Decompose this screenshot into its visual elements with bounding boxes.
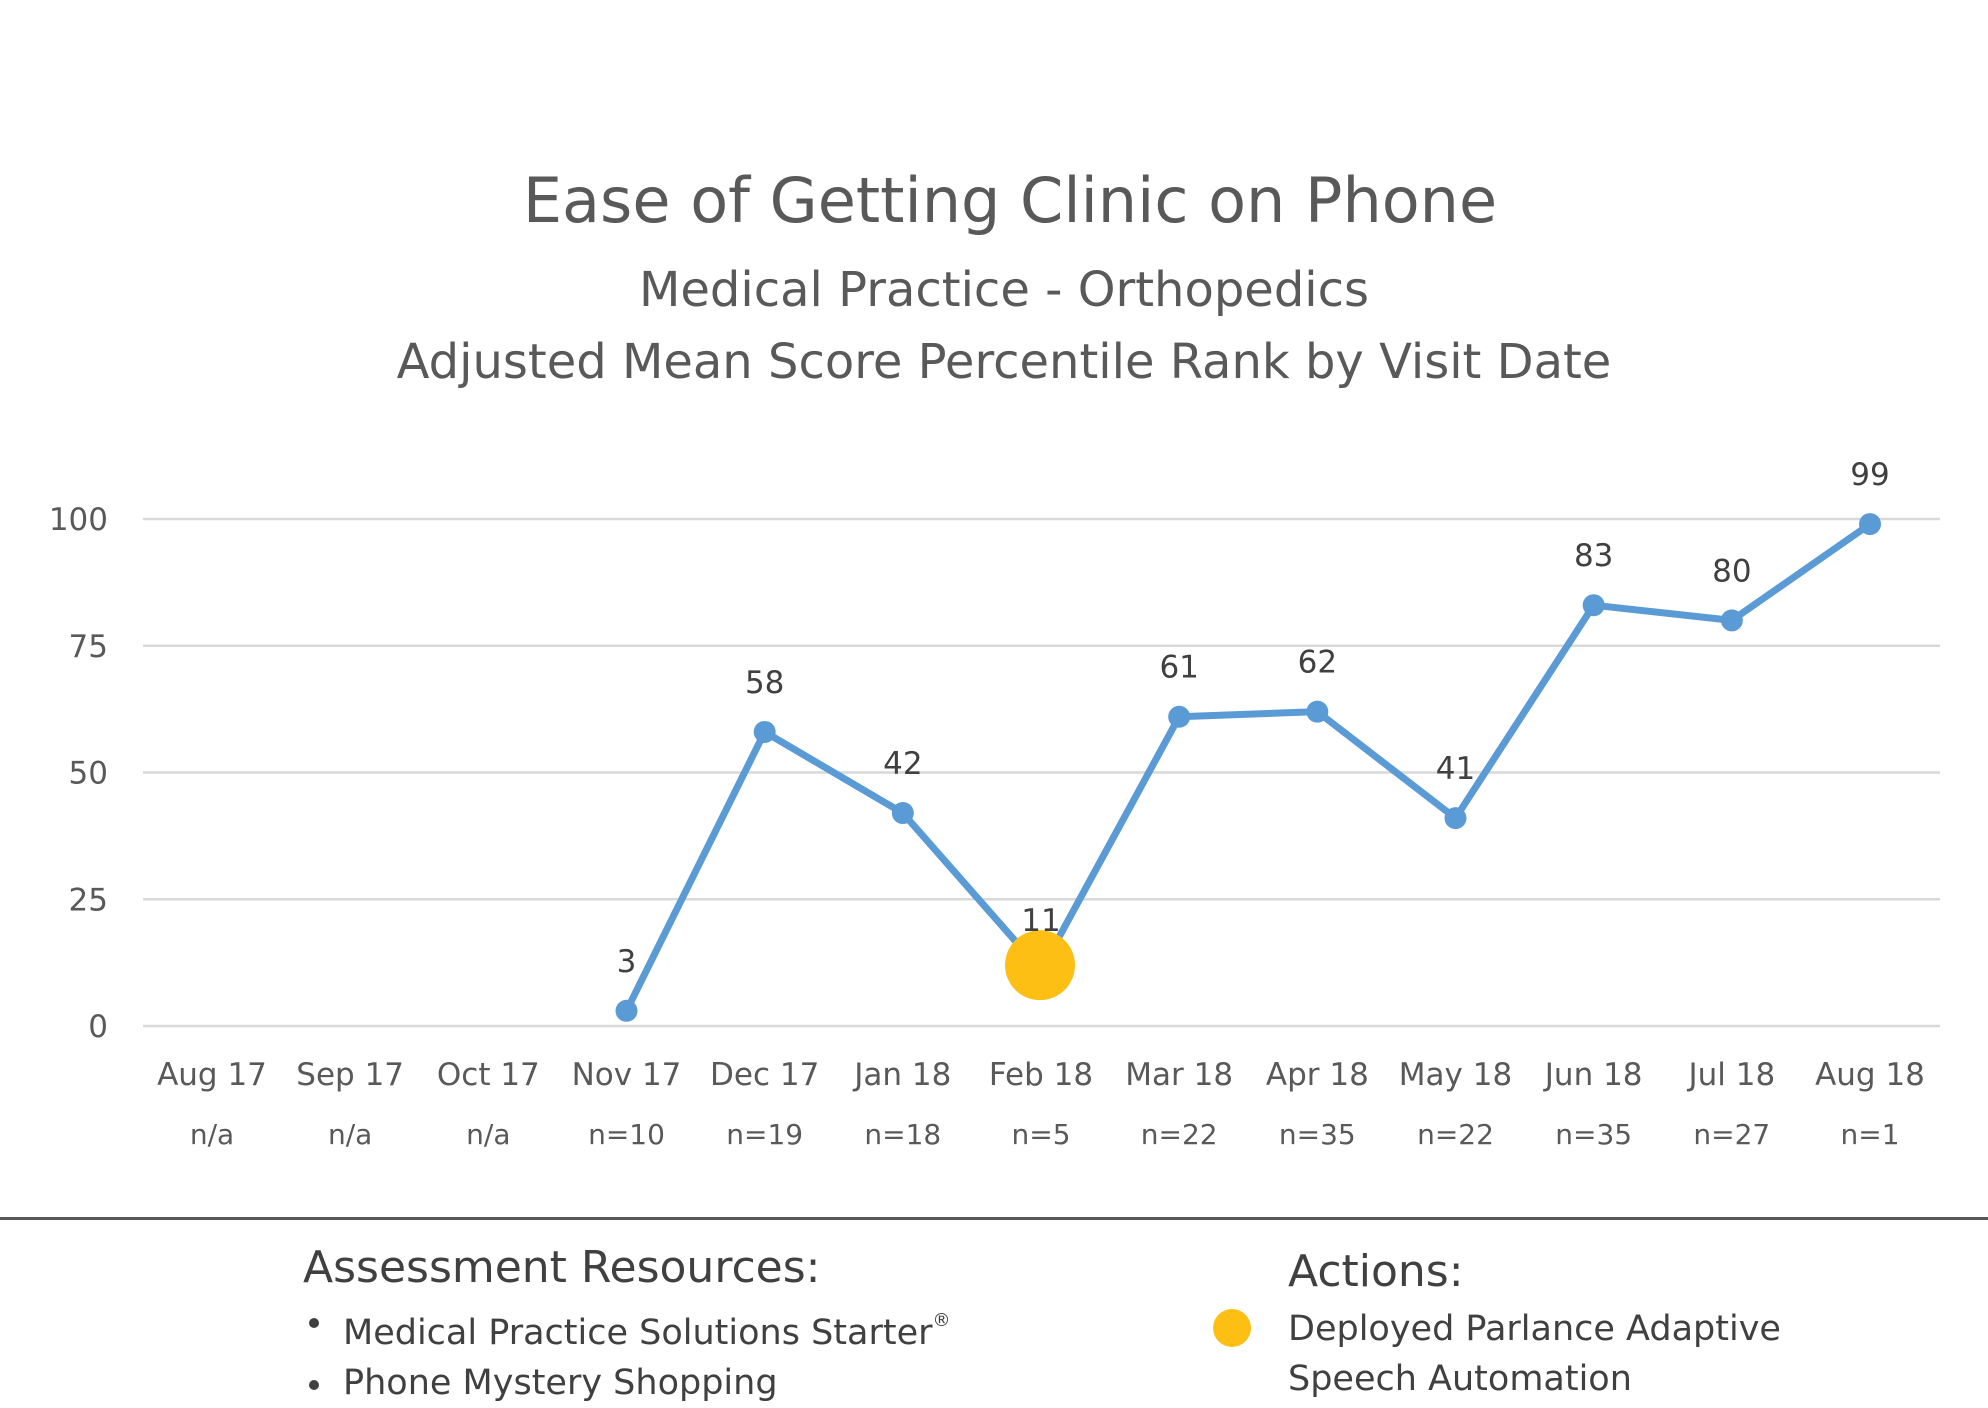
data-point <box>1306 700 1329 723</box>
data-point <box>1168 705 1191 728</box>
data-label: 3 <box>617 944 637 980</box>
data-label: 99 <box>1850 457 1889 493</box>
sample-size-label: n/a <box>466 1118 510 1151</box>
action-line: Deployed Parlance Adaptive <box>1288 1309 1781 1349</box>
action-line: Speech Automation <box>1288 1359 1632 1399</box>
data-point <box>1582 594 1605 617</box>
assessment-resource-item: Phone Mystery Shopping <box>303 1358 951 1408</box>
x-tick-label: May 18 <box>1399 1057 1512 1093</box>
x-tick-label: Mar 18 <box>1125 1057 1233 1093</box>
assessment-resource-item: Medical Practice Solutions Starter® <box>303 1296 951 1358</box>
assessment-resource-label: Medical Practice Solutions Starter <box>343 1313 933 1353</box>
sample-size-label: n=22 <box>1141 1118 1218 1151</box>
data-label: 41 <box>1436 751 1475 787</box>
bullet-icon <box>309 1380 319 1390</box>
sample-size-label: n=35 <box>1279 1118 1356 1151</box>
assessment-resources-list: Medical Practice Solutions Starter® Phon… <box>303 1296 951 1408</box>
data-label: 58 <box>745 665 784 701</box>
y-tick-label: 50 <box>69 756 108 792</box>
data-label: 80 <box>1712 553 1751 589</box>
data-label: 11 <box>1021 903 1060 939</box>
assessment-resource-label: Phone Mystery Shopping <box>343 1363 778 1403</box>
sample-size-label: n=10 <box>588 1118 665 1151</box>
action-marker <box>1005 930 1075 1001</box>
series-line <box>623 520 1874 1015</box>
actions-heading: Actions: <box>1288 1246 1464 1297</box>
sample-size-label: n=5 <box>1011 1118 1070 1151</box>
sample-size-label: n=18 <box>864 1118 941 1151</box>
data-point <box>1720 609 1743 632</box>
x-tick-label: Apr 18 <box>1266 1057 1369 1093</box>
sample-size-label: n=19 <box>726 1118 803 1151</box>
assessment-resources-panel: Assessment Resources: Medical Practice S… <box>303 1240 951 1408</box>
assessment-resources-heading: Assessment Resources: <box>303 1242 821 1293</box>
x-tick-label: Feb 18 <box>989 1057 1093 1093</box>
y-tick-label: 25 <box>69 882 108 918</box>
x-tick-label: Nov 17 <box>572 1057 682 1093</box>
footer-divider <box>0 1217 1988 1220</box>
x-tick-label: Sep 17 <box>296 1057 404 1093</box>
data-point <box>753 720 776 743</box>
y-tick-label: 100 <box>49 502 108 538</box>
data-label: 61 <box>1159 650 1198 686</box>
x-tick-label: Dec 17 <box>710 1057 819 1093</box>
data-point <box>615 999 638 1022</box>
data-point <box>891 802 914 825</box>
sample-size-label: n=27 <box>1693 1118 1770 1151</box>
chart-subtitle: Medical Practice - Orthopedics <box>639 262 1369 318</box>
bullet-icon <box>309 1318 319 1328</box>
x-tick-label: Aug 18 <box>1815 1057 1925 1093</box>
sample-size-label: n=35 <box>1555 1118 1632 1151</box>
sample-size-label: n/a <box>328 1118 372 1151</box>
data-label: 42 <box>883 746 922 782</box>
sample-size-label: n/a <box>190 1118 234 1151</box>
y-tick-label: 0 <box>88 1009 108 1045</box>
chart-title: Ease of Getting Clinic on Phone <box>523 164 1497 237</box>
data-label: 62 <box>1298 645 1337 681</box>
actions-panel: Actions: Deployed Parlance Adaptive Spee… <box>1213 1244 1781 1404</box>
action-item: Deployed Parlance Adaptive Speech Automa… <box>1213 1304 1781 1404</box>
x-tick-label: Jan 18 <box>852 1057 951 1093</box>
registered-mark: ® <box>932 1310 951 1331</box>
y-tick-label: 75 <box>69 629 108 665</box>
data-point <box>1859 513 1881 536</box>
data-label: 83 <box>1574 538 1613 574</box>
x-tick-label: Aug 17 <box>157 1057 267 1093</box>
x-tick-label: Jun 18 <box>1543 1057 1643 1093</box>
data-point <box>1444 807 1467 830</box>
chart-subtitle: Adjusted Mean Score Percentile Rank by V… <box>397 334 1612 390</box>
sample-size-label: n=22 <box>1417 1118 1494 1151</box>
x-tick-label: Oct 17 <box>437 1057 540 1093</box>
x-tick-label: Jul 18 <box>1686 1057 1775 1093</box>
action-marker-icon <box>1213 1309 1251 1347</box>
sample-size-label: n=1 <box>1840 1118 1899 1151</box>
